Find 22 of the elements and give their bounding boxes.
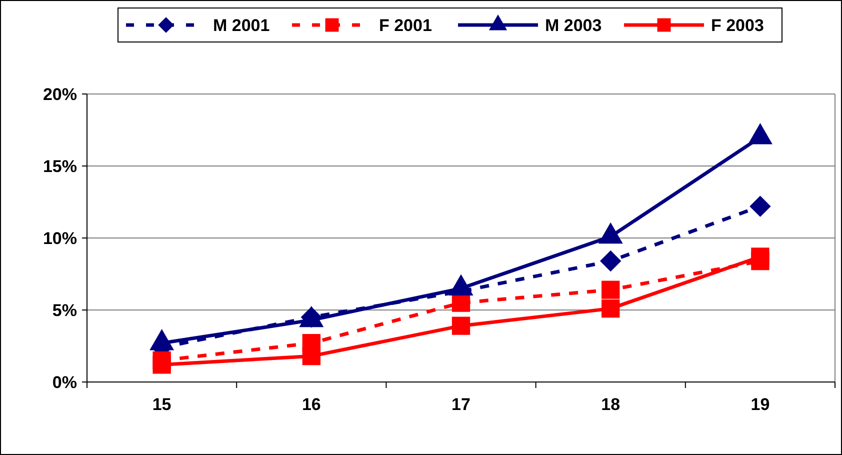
legend-label: M 2003: [545, 16, 602, 35]
y-tick-label: 20%: [42, 84, 77, 104]
legend-label: F 2001: [379, 16, 432, 35]
y-tick-label: 15%: [42, 156, 77, 176]
x-tick-label: 19: [750, 395, 770, 414]
x-tick-label: 16: [302, 395, 321, 414]
point: [602, 280, 620, 299]
legend-label: F 2003: [711, 16, 764, 35]
legend-label: M 2001: [213, 16, 270, 35]
point: [600, 250, 622, 272]
x-tick-label: 18: [601, 395, 620, 414]
y-tick-label: 5%: [52, 300, 77, 320]
point: [750, 196, 771, 217]
x-tick-label: 17: [452, 395, 470, 414]
point: [452, 316, 470, 335]
y-tick-label: 0%: [52, 372, 77, 392]
point: [302, 346, 320, 366]
x-tick-label: 15: [152, 395, 172, 414]
y-tick-label: 10%: [42, 228, 77, 248]
point: [602, 299, 620, 318]
point: [152, 356, 171, 374]
point: [751, 248, 770, 266]
